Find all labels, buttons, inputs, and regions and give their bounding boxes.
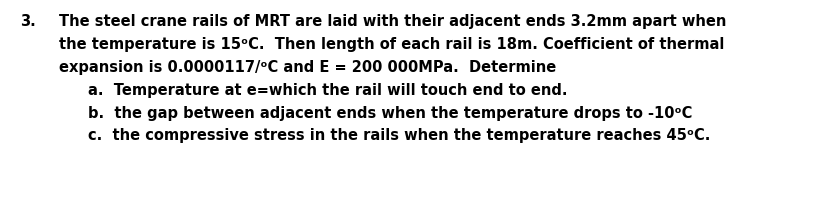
Text: the temperature is 15ᵒC.  Then length of each rail is 18m. Coefficient of therma: the temperature is 15ᵒC. Then length of … [59, 37, 724, 52]
Text: a.  Temperature at e=which the rail will touch end to end.: a. Temperature at e=which the rail will … [88, 83, 567, 98]
Text: expansion is 0.0000117/ᵒC and E = 200 000MPa.  Determine: expansion is 0.0000117/ᵒC and E = 200 00… [59, 60, 556, 75]
Text: The steel crane rails of MRT are laid with their adjacent ends 3.2mm apart when: The steel crane rails of MRT are laid wi… [59, 14, 726, 29]
Text: b.  the gap between adjacent ends when the temperature drops to -10ᵒC: b. the gap between adjacent ends when th… [88, 106, 692, 121]
Text: 3.: 3. [20, 14, 36, 29]
Text: c.  the compressive stress in the rails when the temperature reaches 45ᵒC.: c. the compressive stress in the rails w… [88, 129, 711, 143]
